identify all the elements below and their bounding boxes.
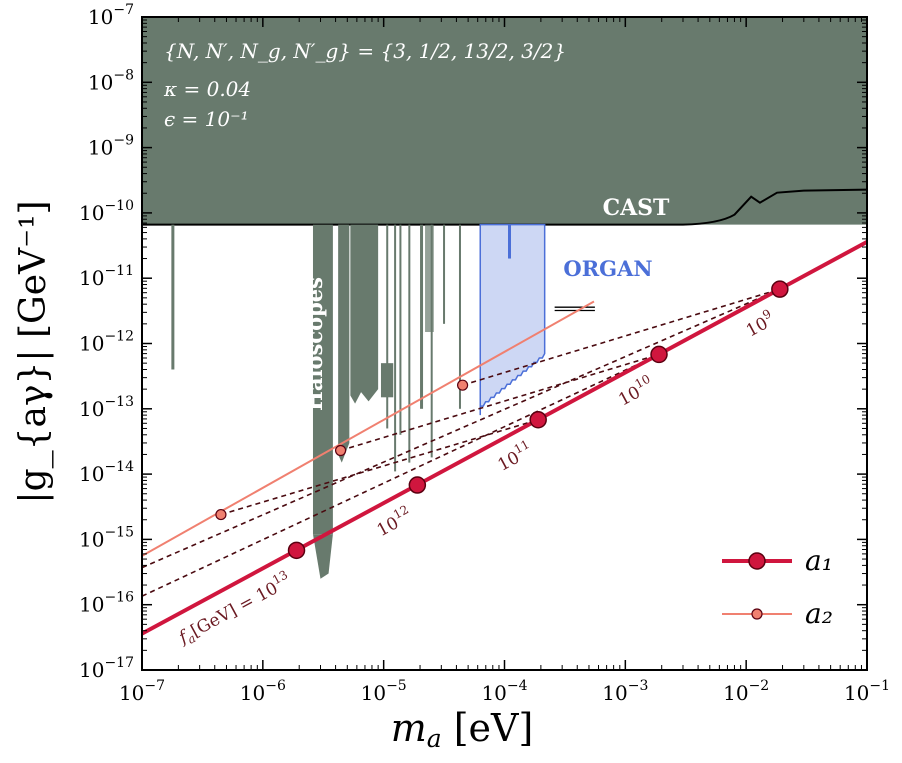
x-tick-label-3: 10−4 xyxy=(481,678,527,705)
haloscope-spike-2 xyxy=(386,224,389,429)
x-tick-label-0: 10−7 xyxy=(119,678,165,705)
haloscope-spike-4 xyxy=(399,224,402,435)
y-tick-label-7: 10−10 xyxy=(79,198,134,225)
cast-region xyxy=(142,17,867,225)
connector-line-2 xyxy=(142,288,781,569)
x-tick-label-6: 10−1 xyxy=(844,678,890,705)
x-tick-label-2: 10−5 xyxy=(361,678,407,705)
axis-titles: ma [eV] |g_{aγ}| [GeV⁻¹] xyxy=(13,200,533,753)
y-tick-label-4: 10−13 xyxy=(79,394,134,421)
cast-limit-curve xyxy=(142,188,867,226)
organ-region xyxy=(479,223,546,416)
connector-line-3 xyxy=(220,418,539,516)
haloscope-spike-8 xyxy=(443,224,446,324)
a2-point xyxy=(215,508,227,521)
haloscope-spike-9 xyxy=(458,224,461,409)
y-tick-label-2: 10−15 xyxy=(79,524,134,551)
y-tick-label-5: 10−12 xyxy=(79,329,134,356)
x-tick-label-5: 10−2 xyxy=(723,678,769,705)
organ-label: ORGAN xyxy=(563,256,652,281)
y-tick-label-9: 10−8 xyxy=(88,67,134,94)
cast-label: CAST xyxy=(603,195,670,221)
haloscope-spike-1 xyxy=(171,224,175,370)
haloscope-spike-7 xyxy=(430,224,433,458)
param-line-2: κ = 0.04 xyxy=(163,77,251,101)
a2-point xyxy=(456,379,469,391)
legend-label-a1: a₁ xyxy=(805,544,833,577)
exclusion-regions xyxy=(142,17,867,579)
a1-point xyxy=(287,541,306,560)
haloscopes-label: Haloscopes xyxy=(302,277,327,411)
haloscope-spike-6 xyxy=(420,224,424,409)
legend-label-a2: a₂ xyxy=(805,597,833,630)
y-axis-title: |g_{aγ}| [GeV⁻¹] xyxy=(13,200,54,503)
connector-line-5 xyxy=(462,288,781,386)
legend-marker-a2 xyxy=(751,608,763,620)
a1-point xyxy=(408,476,427,494)
a1-point xyxy=(771,280,789,298)
y-tick-label-3: 10−14 xyxy=(79,459,134,486)
y-tick-label-8: 10−9 xyxy=(88,133,134,160)
y-tick-label-1: 10−16 xyxy=(79,590,134,617)
param-line-1: {N, N′, N_g, N′_g} = {3, 1/2, 13/2, 3/2} xyxy=(164,39,566,63)
haloscope-patch-2 xyxy=(425,224,434,333)
haloscope-patch xyxy=(380,363,394,398)
param-line-3: ϵ = 10⁻¹ xyxy=(164,107,249,131)
parameter-annotation: {N, N′, N_g, N′_g} = {3, 1/2, 13/2, 3/2}… xyxy=(163,39,566,131)
legend-marker-a1 xyxy=(748,552,766,570)
region-labels: CAST Haloscopes ORGAN xyxy=(302,195,670,411)
axis-ticks: 10−7 10−6 10−5 10−4 10−3 10−2 10−1 10−17 10−16 10… xyxy=(79,2,890,705)
y-tick-label-10: 10−7 xyxy=(88,2,134,29)
haloscope-band-3 xyxy=(350,224,379,404)
connector-line-4 xyxy=(340,353,660,452)
x-tick-label-4: 10−3 xyxy=(602,678,648,705)
y-tick-label-6: 10−11 xyxy=(79,263,134,290)
series-line-a1 xyxy=(142,240,867,636)
haloscope-spike-3 xyxy=(394,224,397,472)
y-tick-label-0: 10−17 xyxy=(79,655,134,682)
x-tick-label-1: 10−6 xyxy=(240,678,286,705)
series-layer xyxy=(142,240,867,636)
fa-label-5: 109 xyxy=(741,306,778,341)
a2-point xyxy=(334,444,347,457)
a1-point xyxy=(650,345,668,364)
haloscope-spike-5 xyxy=(408,224,411,463)
a1-point xyxy=(529,410,547,429)
haloscope-band-2 xyxy=(338,224,350,463)
haloscope-band-tail xyxy=(312,534,333,579)
haloscopes-region xyxy=(171,224,461,579)
legend: a₁ a₂ xyxy=(722,544,833,630)
x-axis-title: ma [eV] xyxy=(391,706,534,753)
